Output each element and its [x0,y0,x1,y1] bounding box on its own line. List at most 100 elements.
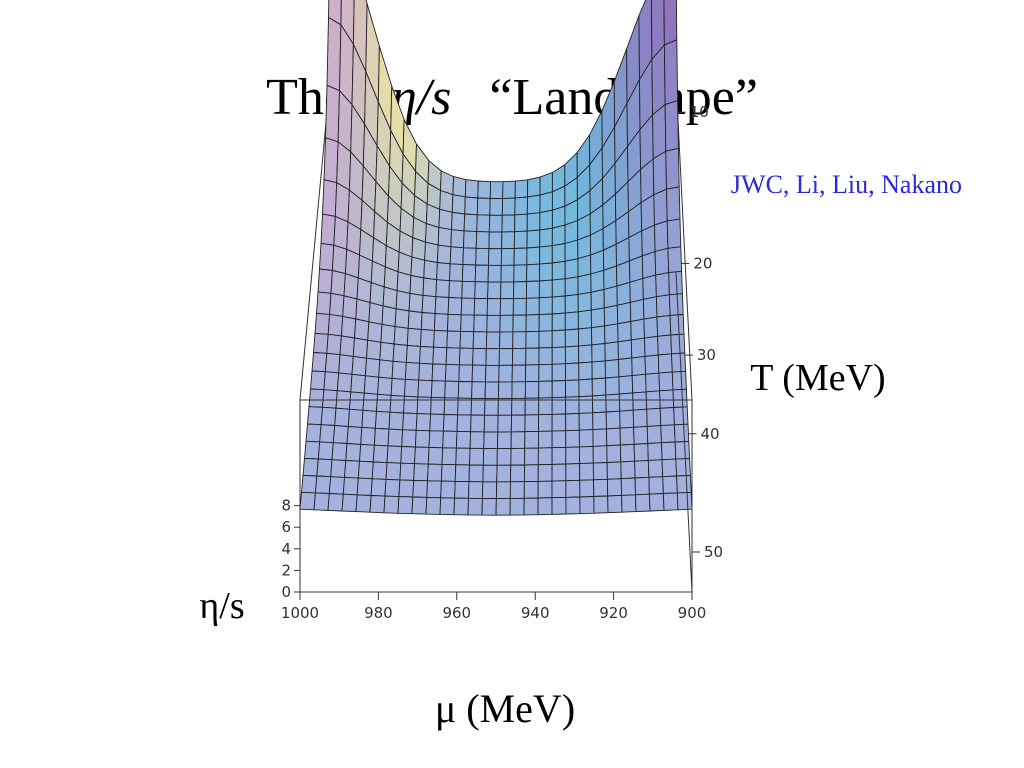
surface-cell [316,458,333,478]
surface-cell [577,309,592,330]
surface-cell [577,273,592,295]
surface-cell [512,331,527,350]
surface-cell [442,414,459,432]
surface-cell [634,476,650,496]
surface-cell [307,406,323,426]
surface-cell [334,407,350,427]
surface-cell [369,282,385,307]
surface-cell [329,292,345,317]
surface-cell [659,389,675,409]
surface-cell [452,176,467,198]
surface-cell [445,347,461,366]
surface-cell [468,481,484,499]
surface-cell [551,346,566,365]
surface-cell [510,431,526,449]
surface-cell [396,271,412,294]
surface-cell [500,248,515,266]
surface-cell [656,314,672,337]
surface-cell [488,214,503,233]
surface-cell [313,492,330,511]
surface-cell [564,276,579,297]
surface-cell [460,297,476,316]
surface-cell [524,447,539,466]
surface-cell [629,298,645,322]
surface-cell [331,244,348,275]
surface-cell [671,370,687,391]
surface-cell [473,297,489,316]
surface-cell [477,180,492,199]
surface-cell [565,429,580,448]
surface-cell [414,429,431,448]
surface-cell [630,318,645,341]
surface-cell [616,281,631,306]
mu-tick-label: 960 [442,604,471,622]
surface-cell [471,364,487,383]
surface-mesh [299,0,693,516]
surface-cell [459,330,475,349]
z-tick-label: 8 [281,497,291,515]
surface-cell [344,460,360,479]
surface-cell [617,321,632,343]
surface-cell [605,410,621,430]
surface-cell [565,463,581,482]
surface-cell [551,496,567,515]
surface-cell [565,479,581,498]
surface-cell [305,423,322,443]
surface-cell [513,264,528,283]
surface-cell [526,194,541,215]
surface-cell [408,292,424,313]
surface-cell [660,424,676,444]
surface-cell [461,280,476,299]
surface-cell [537,447,553,466]
surface-cell [350,373,366,394]
surface-cell [395,290,411,312]
surface-cell [427,446,444,465]
eta-s-axis-ticks: 0 2 4 6 8 [281,497,300,601]
surface-cell [631,373,647,394]
surface-cell [384,478,401,498]
surface-cell [473,314,488,333]
surface-cell [326,333,342,356]
surface-cell [495,497,511,516]
surface-cell [475,231,490,250]
surface-cell [659,407,675,427]
surface-cell [539,245,553,265]
surface-cell [592,445,608,464]
surface-cell [411,496,428,515]
surface-cell [593,495,609,514]
plot-box-front [299,271,693,593]
surface-cell [511,347,527,366]
surface-cell [551,329,566,349]
surface-cell [342,295,358,320]
surface-cell [616,260,631,287]
surface-cell [511,397,526,416]
surface-cell [496,431,512,450]
surface-cell [577,254,592,278]
surface-cell [356,477,373,496]
surface-cell [646,425,662,444]
surface-cell [327,493,344,512]
surface-cell [338,354,354,375]
surface-cell [551,446,567,465]
surface-cell [299,491,316,511]
surface-cell [564,345,580,365]
surface-cell [676,474,692,494]
surface-cell [632,391,648,411]
surface-cell [483,414,499,433]
surface-cell [450,229,465,249]
surface-cell [346,426,363,445]
surface-cell [538,330,553,349]
surface-cell [449,263,464,282]
surface-cell [453,497,469,516]
surface-cell [496,464,512,483]
surface-cell [364,357,381,378]
surface-cell [447,297,463,316]
surface-cell [392,343,408,363]
surface-cell [417,379,433,398]
surface-cell [526,212,541,232]
surface-cell [389,394,405,414]
surface-cell [488,231,503,250]
surface-cell [308,388,325,408]
surface-cell [401,429,417,448]
surface-cell [592,411,607,431]
